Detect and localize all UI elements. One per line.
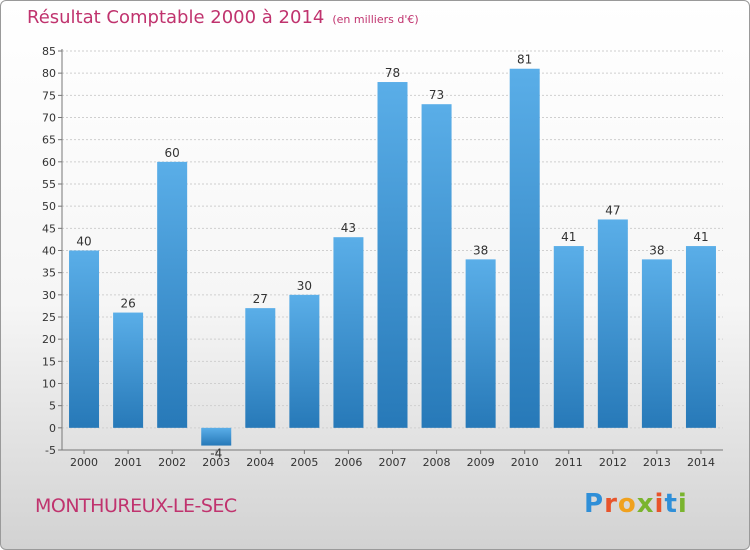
logo-letter: o <box>617 489 637 519</box>
y-tick-label: 15 <box>42 355 56 368</box>
logo-letter: P <box>584 489 605 519</box>
y-tick-label: 80 <box>42 67 56 80</box>
data-label: 41 <box>693 230 708 244</box>
data-label: 81 <box>517 53 532 67</box>
y-tick-label: 65 <box>42 134 56 147</box>
bar <box>377 82 408 428</box>
data-label: 78 <box>385 66 400 80</box>
chart-title-text: Résultat Comptable 2000 à 2014 <box>27 7 325 28</box>
data-label: 43 <box>341 221 356 235</box>
y-tick-label: 5 <box>49 400 56 413</box>
bars <box>69 68 716 446</box>
logo-letter: i <box>677 489 688 519</box>
bar <box>69 250 100 428</box>
x-tick-label: 2002 <box>158 456 186 469</box>
y-tick-label: 75 <box>42 89 56 102</box>
data-label: 27 <box>253 292 268 306</box>
y-tick-label: 45 <box>42 222 56 235</box>
y-tick-label: -5 <box>45 444 56 457</box>
data-label: 60 <box>165 146 180 160</box>
bar <box>509 68 540 428</box>
y-tick-label: 55 <box>42 178 56 191</box>
x-tick-label: 2013 <box>643 456 671 469</box>
x-tick-label: 2006 <box>334 456 362 469</box>
bar <box>113 312 144 428</box>
logo-letter: t <box>664 489 678 519</box>
bar <box>685 246 716 428</box>
data-label: 41 <box>561 230 576 244</box>
x-tick-label: 2012 <box>599 456 627 469</box>
y-tick-label: 0 <box>49 422 56 435</box>
y-tick-label: 50 <box>42 200 56 213</box>
y-tick-label: 40 <box>42 245 56 258</box>
bar <box>553 246 584 428</box>
y-tick-label: 85 <box>42 45 56 58</box>
logo-letter: x <box>636 489 655 519</box>
x-tick-label: 2001 <box>114 456 142 469</box>
data-label: 30 <box>297 279 312 293</box>
x-tick-label: 2007 <box>379 456 407 469</box>
y-tick-label: 60 <box>42 156 56 169</box>
bar <box>421 104 452 428</box>
proxiti-logo: Proxiti <box>584 489 688 519</box>
x-tick-label: 2003 <box>202 456 230 469</box>
y-tick-label: 20 <box>42 333 56 346</box>
bar <box>245 308 276 428</box>
y-tick-label: 70 <box>42 112 56 125</box>
data-label: 40 <box>76 235 91 249</box>
x-tick-label: 2014 <box>687 456 715 469</box>
bar <box>641 259 672 428</box>
y-tick-label: 10 <box>42 378 56 391</box>
y-tick-label: 25 <box>42 311 56 324</box>
bar <box>333 237 364 428</box>
data-label: 38 <box>649 243 664 257</box>
y-tick-label: 35 <box>42 267 56 280</box>
bar <box>201 427 232 446</box>
axes: -5 0 5 10 15 20 25 30 35 40 45 50 55 60 65 70 75 80 85 2000… <box>42 45 723 469</box>
chart-title: Résultat Comptable 2000 à 2014 (en millie… <box>27 7 419 28</box>
logo-letter: r <box>604 489 618 519</box>
city-name: MONTHUREUX-LE-SEC <box>35 495 237 517</box>
x-tick-label: 2009 <box>467 456 495 469</box>
x-tick-label: 2011 <box>555 456 583 469</box>
x-tick-label: 2005 <box>290 456 318 469</box>
chart-unit: (en milliers d'€) <box>332 13 419 26</box>
data-label: 26 <box>120 297 135 311</box>
data-labels: 40 26 60 -4 27 30 43 78 73 38 81 41 47 38 41 <box>76 53 708 461</box>
bar <box>289 294 320 428</box>
bar <box>597 219 628 428</box>
data-label: -4 <box>210 447 222 461</box>
x-tick-label: 2008 <box>423 456 451 469</box>
data-label: 38 <box>473 243 488 257</box>
y-tick-label: 30 <box>42 289 56 302</box>
x-tick-label: 2000 <box>70 456 98 469</box>
x-tick-label: 2010 <box>511 456 539 469</box>
bar <box>157 161 188 428</box>
bar <box>465 259 496 428</box>
logo-letter: i <box>654 489 665 519</box>
data-label: 73 <box>429 88 444 102</box>
x-tick-label: 2004 <box>246 456 274 469</box>
data-label: 47 <box>605 203 620 217</box>
